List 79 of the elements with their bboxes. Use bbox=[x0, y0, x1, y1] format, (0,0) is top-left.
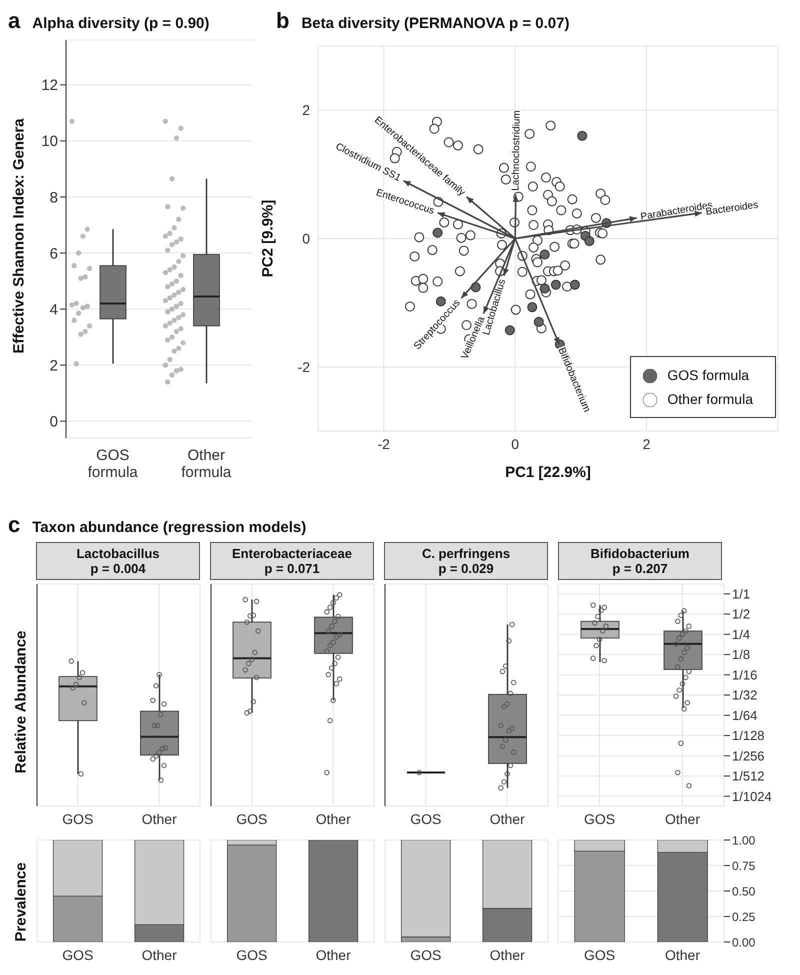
point bbox=[504, 325, 515, 336]
x-tick-label: Other bbox=[316, 946, 352, 963]
y-tick-label: 4 bbox=[50, 301, 58, 318]
legend-label: Other formula bbox=[667, 391, 753, 407]
annotation: Lachnoclostridium bbox=[510, 110, 523, 191]
point bbox=[527, 302, 538, 312]
point bbox=[584, 236, 594, 246]
point bbox=[540, 284, 550, 294]
x-tick-label: Other bbox=[490, 810, 526, 827]
y-tick-label: -2 bbox=[298, 358, 310, 375]
x-tick-label: 2 bbox=[642, 436, 651, 452]
y-axis-title: Prevalence bbox=[12, 862, 30, 942]
x-tick-label: Other formula bbox=[181, 447, 232, 481]
y-tick-label: 1/2 bbox=[732, 606, 750, 622]
x-tick-label: GOS bbox=[236, 810, 268, 827]
x-tick-label: GOS bbox=[584, 810, 616, 827]
x-tick-label: GOS bbox=[410, 946, 442, 963]
chart-title: Enterobacteriaceae bbox=[231, 546, 353, 561]
y-tick-label: 8 bbox=[50, 189, 58, 206]
y-axis-title: PC2 [9.9%] bbox=[259, 200, 276, 278]
x-tick-label: Other bbox=[490, 946, 526, 963]
y-tick-label: 0.50 bbox=[732, 884, 756, 898]
y-axis-title: Effective Shannon Index: Genera bbox=[10, 118, 28, 354]
y-tick-label: 1/1 bbox=[732, 586, 750, 602]
point bbox=[534, 316, 544, 327]
text: a bbox=[8, 8, 20, 34]
point bbox=[570, 280, 580, 290]
chart-title: Bifidobacterium bbox=[590, 546, 690, 561]
x-tick-label: GOS bbox=[410, 810, 442, 827]
chart-title: Lactobacillus bbox=[75, 546, 161, 561]
y-tick-label: 1.00 bbox=[732, 833, 756, 848]
chart-subtitle: p = 0.029 bbox=[437, 561, 495, 576]
legend-label: GOS formula bbox=[667, 367, 750, 383]
y-tick-label: 1/64 bbox=[732, 708, 758, 723]
x-axis-title: PC1 [22.9%] bbox=[505, 464, 591, 481]
x-tick-label: 0 bbox=[511, 436, 520, 452]
x-tick-label: -2 bbox=[377, 436, 390, 452]
y-tick-label: 1/512 bbox=[732, 768, 765, 784]
y-tick-label: 2 bbox=[302, 102, 310, 118]
x-tick-label: Other bbox=[664, 810, 700, 827]
x-tick-label: Other bbox=[142, 810, 178, 827]
point bbox=[550, 280, 561, 290]
y-tick-label: 0 bbox=[302, 230, 310, 246]
chart-title: C. perfringens bbox=[420, 546, 512, 561]
y-tick-label: 1/1024 bbox=[732, 788, 772, 804]
text: c bbox=[8, 512, 20, 538]
y-tick-label: 6 bbox=[50, 245, 58, 262]
y-tick-label: 0.25 bbox=[732, 910, 756, 924]
x-tick-label: Other bbox=[316, 810, 352, 827]
x-tick-label: GOS bbox=[62, 810, 94, 827]
chart-title: Alpha diversity (p = 0.90) bbox=[32, 15, 210, 32]
y-tick-label: 0.00 bbox=[732, 935, 756, 950]
text: b bbox=[276, 8, 290, 34]
point bbox=[577, 130, 588, 141]
text: Taxon abundance (regression models) bbox=[32, 519, 306, 536]
x-tick-label: GOS formula bbox=[88, 447, 138, 481]
y-tick-label: 12 bbox=[41, 77, 58, 94]
point bbox=[432, 228, 443, 238]
y-tick-label: 1/8 bbox=[732, 647, 750, 662]
x-tick-label: Other bbox=[664, 946, 700, 963]
x-tick-label: GOS bbox=[236, 946, 268, 963]
x-tick-label: GOS bbox=[62, 946, 94, 963]
chart-title: Beta diversity (PERMANOVA p = 0.07) bbox=[301, 15, 570, 32]
point bbox=[540, 250, 550, 260]
y-tick-label: 1/128 bbox=[732, 728, 765, 744]
y-tick-label: 10 bbox=[41, 133, 58, 150]
y-axis-title: Relative Abundance bbox=[12, 630, 30, 774]
y-tick-label: 1/256 bbox=[732, 748, 765, 764]
y-tick-label: 0.75 bbox=[732, 858, 756, 873]
x-tick-label: GOS bbox=[584, 946, 616, 963]
y-tick-label: 1/16 bbox=[732, 667, 758, 682]
chart-subtitle: p = 0.071 bbox=[263, 561, 321, 576]
x-tick-label: Other bbox=[142, 946, 178, 963]
y-tick-label: 0 bbox=[50, 414, 58, 431]
chart-subtitle: p = 0.004 bbox=[89, 561, 147, 576]
y-tick-label: 1/4 bbox=[732, 626, 750, 642]
y-tick-label: 2 bbox=[50, 357, 58, 374]
y-tick-label: 1/32 bbox=[732, 688, 758, 703]
chart-subtitle: p = 0.207 bbox=[611, 561, 669, 576]
